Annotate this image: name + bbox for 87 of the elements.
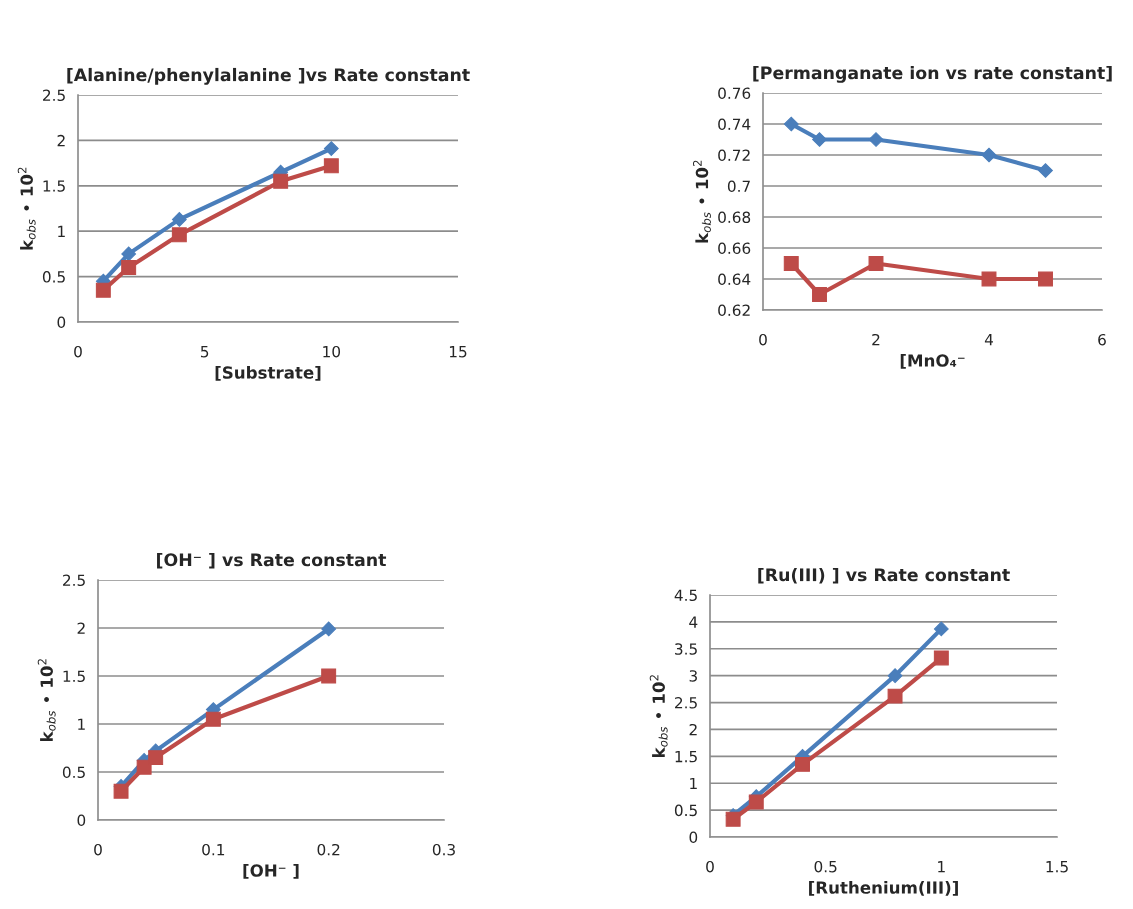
- y-tick-label: 1.5: [63, 670, 85, 683]
- point: [933, 650, 949, 666]
- y-tick-label: 3.5: [675, 643, 697, 655]
- point: [321, 621, 337, 637]
- y-tick-label: 0.68: [718, 211, 751, 224]
- point: [981, 147, 997, 163]
- point: [205, 711, 221, 727]
- point: [136, 759, 152, 775]
- point: [783, 256, 799, 271]
- y-tick-label: 0.5: [62, 766, 85, 779]
- y-axis-title: k$_{obs}$ • 10$^{2}$: [17, 167, 36, 250]
- y-tick-label: 1: [690, 777, 697, 790]
- x-tick-label: 4: [984, 334, 993, 346]
- y-tick-label: 0.62: [718, 304, 750, 317]
- x-tick-label: 1.5: [1046, 861, 1068, 873]
- point: [933, 621, 949, 637]
- point: [95, 282, 111, 298]
- point: [783, 116, 799, 132]
- point: [748, 794, 764, 810]
- point: [887, 668, 903, 684]
- chart-title: [Permanganate ion vs rate constant]: [753, 65, 1112, 83]
- y-tick-label: 1: [58, 225, 65, 237]
- point: [868, 256, 884, 271]
- x-axis-title: [Substrate]: [215, 365, 321, 381]
- point: [795, 756, 810, 772]
- y-tick-label: 0.7: [727, 180, 750, 193]
- y-tick-label: 2.5: [675, 697, 697, 709]
- y-tick-label: 0: [77, 814, 86, 827]
- y-tick-label: 2: [57, 134, 65, 147]
- y-axis-title: k$_{obs}$ • 10$^{2}$: [37, 659, 56, 742]
- chart-title: [OH⁻ ] vs Rate constant: [157, 552, 387, 569]
- y-tick-label: 2.5: [43, 89, 65, 102]
- y-axis-title: k$_{obs}$ • 10$^{2}$: [692, 160, 711, 243]
- point: [725, 811, 741, 827]
- point: [323, 141, 339, 156]
- y-tick-label: 2: [689, 723, 697, 736]
- y-tick-label: 4: [689, 616, 698, 628]
- point: [113, 783, 129, 799]
- point: [812, 287, 827, 302]
- point: [121, 246, 137, 262]
- y-tick-label: 0.64: [718, 273, 751, 286]
- y-tick-label: 0.5: [674, 804, 697, 817]
- y-tick-label: 2.5: [63, 574, 85, 587]
- point: [171, 212, 187, 227]
- y-tick-label: 1.5: [675, 751, 697, 763]
- y-tick-label: 0: [57, 316, 66, 329]
- x-axis-title: [MnO₄⁻: [900, 353, 965, 369]
- x-axis-title: [OH⁻ ]: [243, 863, 299, 879]
- y-tick-label: 0.74: [718, 118, 751, 131]
- x-tick-label: 10: [323, 345, 341, 358]
- x-tick-label: 0: [759, 333, 767, 346]
- x-axis-title: [Ruthenium(III)]: [809, 880, 958, 896]
- y-tick-label: 0.66: [718, 242, 751, 255]
- point: [148, 750, 164, 766]
- chart-title: [Alanine/phenylalanine ]vs Rate constant: [67, 67, 470, 85]
- point: [121, 260, 137, 275]
- y-tick-label: 4.5: [674, 589, 697, 602]
- x-tick-label: 2: [872, 333, 880, 346]
- x-tick-label: 6: [1098, 333, 1106, 346]
- x-tick-label: 0.2: [317, 843, 340, 856]
- y-tick-label: 1: [78, 718, 85, 730]
- x-tick-label: 0.1: [202, 843, 225, 856]
- x-tick-label: 5: [200, 346, 209, 358]
- y-tick-label: 0.76: [718, 87, 751, 100]
- x-tick-label: 1: [938, 861, 945, 873]
- point: [868, 132, 884, 147]
- x-tick-label: 0.5: [814, 860, 837, 873]
- point: [812, 132, 827, 147]
- point: [171, 227, 187, 243]
- point: [323, 158, 339, 174]
- y-tick-label: 1.5: [43, 180, 65, 192]
- y-tick-label: 3: [689, 670, 697, 682]
- chart-title: [Ru(III) ] vs Rate constant: [758, 567, 1010, 584]
- y-tick-label: 0.72: [718, 149, 750, 162]
- x-tick-label: 0: [706, 860, 714, 873]
- point: [1038, 271, 1053, 287]
- point: [321, 668, 337, 684]
- x-tick-label: 15: [449, 346, 467, 358]
- point: [1038, 163, 1053, 178]
- y-axis-title: k$_{obs}$ • 10$^{2}$: [649, 675, 668, 758]
- point: [887, 688, 903, 704]
- x-tick-label: 0.3: [432, 843, 455, 856]
- point: [273, 173, 289, 189]
- y-tick-label: 0: [689, 831, 698, 844]
- y-tick-label: 2: [77, 622, 85, 634]
- x-tick-label: 0: [94, 843, 102, 856]
- y-tick-label: 0.5: [42, 271, 65, 283]
